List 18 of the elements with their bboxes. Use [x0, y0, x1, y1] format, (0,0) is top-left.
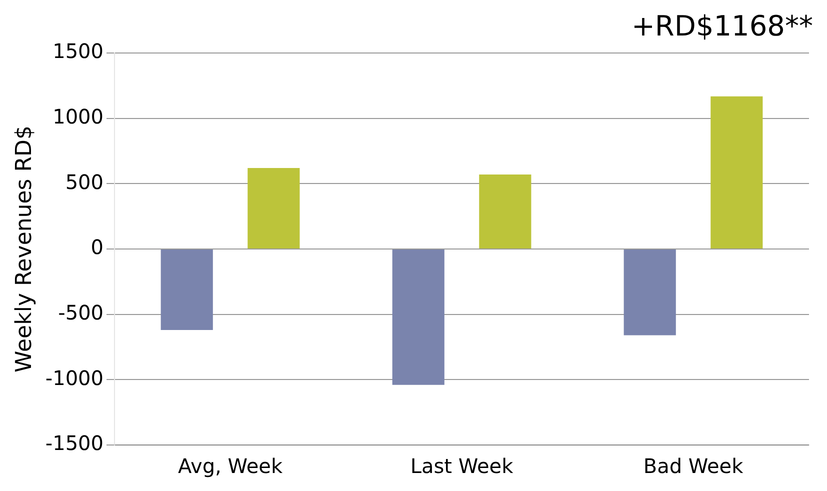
y-tick-label: 0 [90, 235, 104, 260]
x-tick-label: Avg, Week [178, 454, 283, 478]
bar [160, 250, 213, 330]
text: +RD$1168** [631, 9, 813, 42]
x-tick-label: Bad Week [643, 454, 744, 478]
bar [710, 96, 763, 248]
y-axis-title: Weekly Revenues RD$ [12, 126, 37, 372]
y-tick-label: 500 [65, 170, 104, 194]
x-tick-label: Last Week [410, 454, 514, 478]
y-tick-label: 1500 [52, 39, 104, 64]
bar [392, 250, 444, 385]
y-tick-label: -1500 [45, 431, 104, 456]
bar [624, 250, 676, 336]
y-tick-label: -1000 [45, 366, 104, 390]
y-tick-label: -500 [58, 300, 104, 325]
y-tick-label: 1000 [52, 104, 104, 129]
bar [479, 174, 532, 248]
bar [248, 168, 300, 248]
